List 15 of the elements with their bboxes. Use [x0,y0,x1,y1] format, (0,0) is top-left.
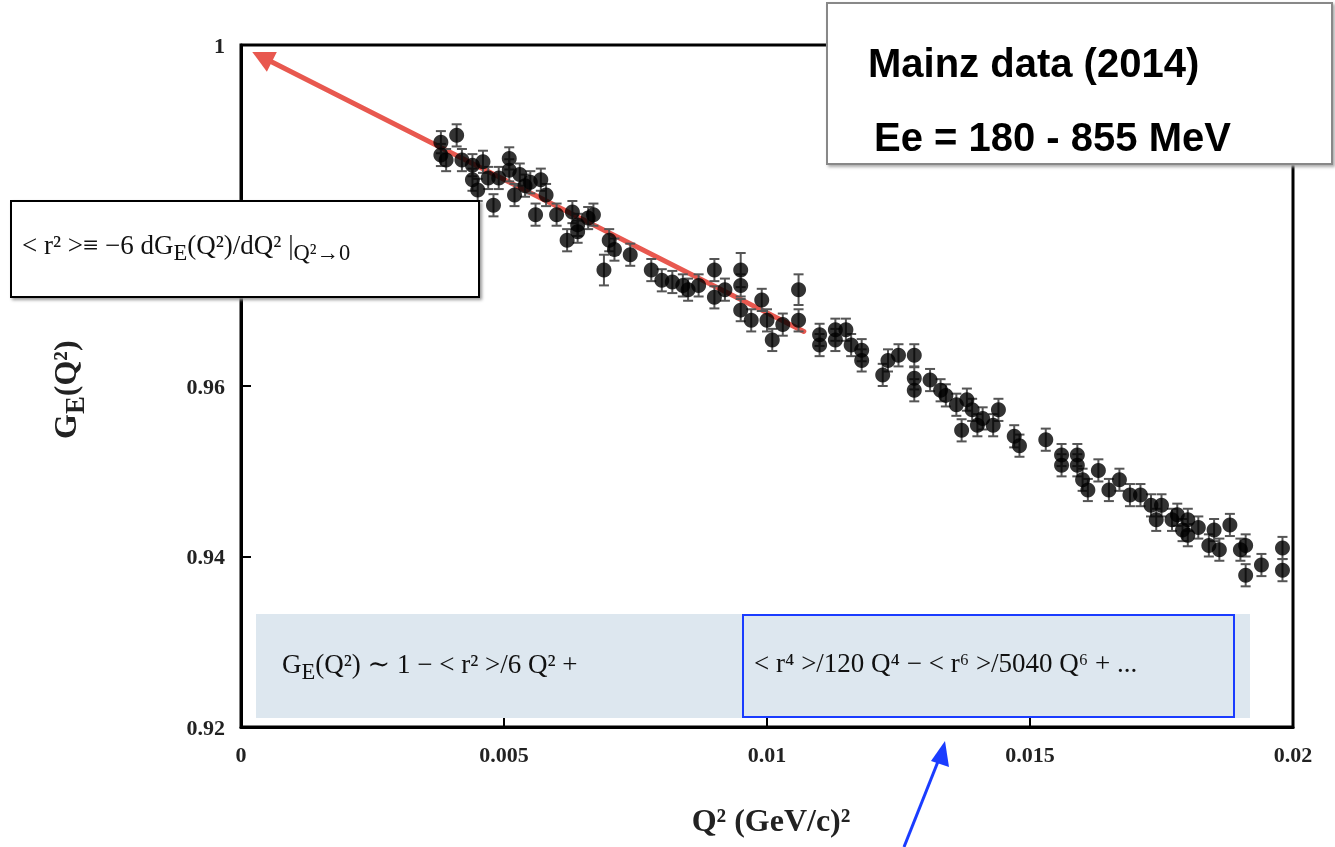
x-tick-label: 0.02 [1273,741,1313,767]
x-axis-title: Q² (GeV/c)² [690,801,852,840]
formula-box: < r² >≡ −6 dG$_{E}$(Q²)/dQ² |$_{Q²→0}$ [10,200,480,298]
info-card: Mainz data (2014) Ee = 180 - 855 MeV [826,2,1333,165]
x-tick-label: 0.015 [1005,741,1055,767]
annotation: Ee = 180 - 855 MeV [873,114,1232,161]
x-tick-label: 0 [235,741,247,767]
y-tick-label: 1 [214,32,225,58]
outlined-formula-box: < r⁴ >/120 Q⁴ − < r⁶ >/5040 Q⁶ + ... [742,614,1235,718]
annotation: Mainz data (2014) [868,40,1201,87]
y-tick-label: 0.94 [186,544,225,569]
y-tick-label: 0.96 [186,373,225,399]
y-tick-label: 0.92 [186,714,225,740]
x-tick-label: 0.005 [479,741,529,767]
x-tick-label: 0.01 [747,741,787,767]
